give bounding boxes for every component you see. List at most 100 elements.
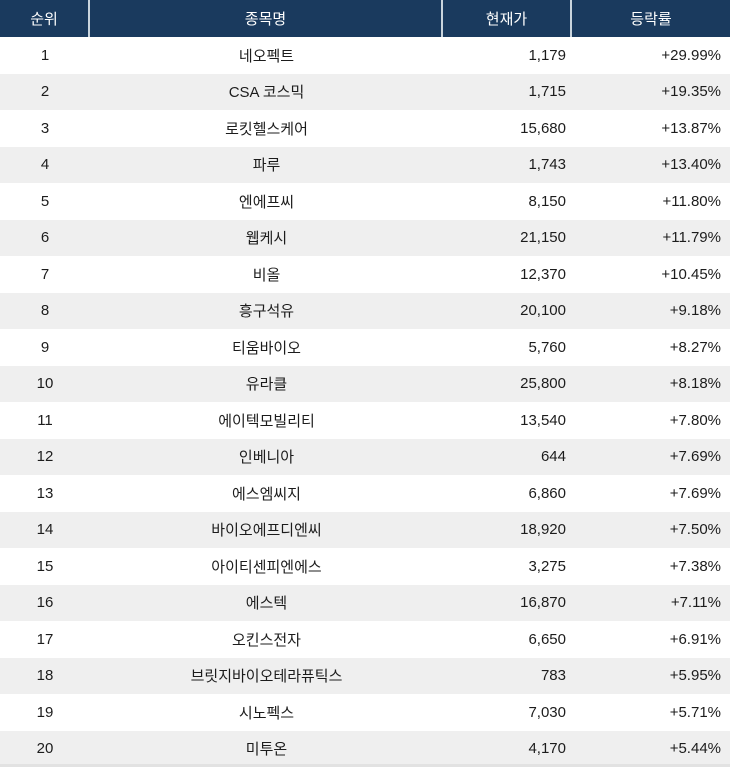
table-row: 17 오킨스전자 6,650 +6.91% bbox=[0, 621, 730, 658]
rank-cell: 1 bbox=[40, 46, 50, 64]
price-cell: 1,179 bbox=[528, 46, 566, 64]
table-row: 5 엔에프씨 8,150 +11.80% bbox=[0, 183, 730, 220]
rank-cell: 16 bbox=[36, 594, 54, 612]
change-cell: +13.40% bbox=[661, 156, 721, 174]
price-cell: 21,150 bbox=[520, 229, 566, 247]
name-cell: 흥구석유 bbox=[238, 303, 295, 321]
price-cell: 644 bbox=[540, 448, 566, 466]
table-row: 6 웹케시 21,150 +11.79% bbox=[0, 219, 730, 256]
table-row: 14 바이오에프디엔씨 18,920 +7.50% bbox=[0, 511, 730, 548]
name-cell: 오킨스전자 bbox=[231, 631, 301, 649]
table-row: 15 아이티센피엔에스 3,275 +7.38% bbox=[0, 548, 730, 585]
name-cell: 유라클 bbox=[245, 376, 288, 394]
change-cell: +7.69% bbox=[669, 448, 721, 466]
price-cell: 6,650 bbox=[528, 630, 566, 648]
price-cell: 7,030 bbox=[528, 703, 566, 721]
name-cell: 바이오에프디엔씨 bbox=[211, 522, 322, 540]
name-cell: 인베니아 bbox=[238, 449, 295, 467]
rank-cell: 10 bbox=[36, 375, 54, 393]
change-cell: +7.38% bbox=[669, 557, 721, 575]
change-cell: +8.27% bbox=[669, 338, 721, 356]
name-cell: 파루 bbox=[252, 157, 281, 175]
change-cell: +10.45% bbox=[661, 265, 721, 283]
table-row: 4 파루 1,743 +13.40% bbox=[0, 146, 730, 183]
table-row: 3 로킷헬스케어 15,680 +13.87% bbox=[0, 110, 730, 147]
name-cell: 브릿지바이오테라퓨틱스 bbox=[190, 668, 343, 686]
name-cell: 로킷헬스케어 bbox=[225, 120, 308, 138]
column-header-rank: 순위 bbox=[0, 0, 90, 37]
table-row: 12 인베니아 644 +7.69% bbox=[0, 438, 730, 475]
name-cell: 시노펙스 bbox=[238, 704, 295, 722]
name-cell: 비올 bbox=[252, 266, 281, 284]
rank-cell: 19 bbox=[36, 703, 54, 721]
name-cell: 에이텍모빌리티 bbox=[218, 412, 315, 430]
table-row: 16 에스텍 16,870 +7.11% bbox=[0, 584, 730, 621]
change-cell: +5.95% bbox=[669, 667, 721, 685]
rank-cell: 12 bbox=[36, 448, 54, 466]
rank-cell: 14 bbox=[36, 521, 54, 539]
change-cell: +11.80% bbox=[662, 192, 721, 210]
change-cell: +8.18% bbox=[669, 375, 721, 393]
change-cell: +6.91% bbox=[669, 630, 721, 648]
name-cell: 에스텍 bbox=[245, 595, 288, 613]
change-cell: +7.69% bbox=[669, 484, 721, 502]
table-row: 2 CSA 코스믹 1,715 +19.35% bbox=[0, 73, 730, 110]
table-row: 19 시노펙스 7,030 +5.71% bbox=[0, 694, 730, 731]
name-cell: 아이티센피엔에스 bbox=[211, 558, 322, 576]
name-cell: 네오펙트 bbox=[238, 47, 295, 65]
table-row: 13 에스엠씨지 6,860 +7.69% bbox=[0, 475, 730, 512]
table-row: 20 미투온 4,170 +5.44% bbox=[0, 730, 730, 767]
rank-cell: 9 bbox=[40, 338, 50, 356]
rank-cell: 15 bbox=[36, 557, 54, 575]
table-row: 7 비올 12,370 +10.45% bbox=[0, 256, 730, 293]
name-cell: 티움바이오 bbox=[231, 339, 301, 357]
price-cell: 18,920 bbox=[520, 521, 566, 539]
change-cell: +7.50% bbox=[669, 521, 721, 539]
change-cell: +11.79% bbox=[662, 229, 721, 247]
column-header-change: 등락률 bbox=[630, 11, 672, 28]
rank-cell: 20 bbox=[36, 740, 54, 758]
rank-cell: 6 bbox=[40, 229, 50, 247]
table-header: 순위 종목명 현재가 등락률 bbox=[0, 0, 730, 37]
price-cell: 16,870 bbox=[520, 594, 566, 612]
table-row: 8 흥구석유 20,100 +9.18% bbox=[0, 292, 730, 329]
rank-cell: 7 bbox=[40, 265, 50, 283]
change-cell: +29.99% bbox=[661, 46, 721, 64]
rank-cell: 17 bbox=[36, 630, 54, 648]
rank-cell: 18 bbox=[36, 667, 54, 685]
rank-cell: 13 bbox=[36, 484, 54, 502]
price-cell: 20,100 bbox=[520, 302, 566, 320]
change-cell: +13.87% bbox=[661, 119, 721, 137]
change-cell: +5.71% bbox=[669, 703, 721, 721]
price-cell: 1,715 bbox=[528, 83, 566, 101]
price-cell: 25,800 bbox=[520, 375, 566, 393]
name-cell: 미투온 bbox=[245, 741, 288, 759]
price-cell: 3,275 bbox=[528, 557, 566, 575]
price-cell: 783 bbox=[540, 667, 566, 685]
rank-cell: 8 bbox=[40, 302, 50, 320]
table-body: 1 네오펙트 1,179 +29.99% 2 CSA 코스믹 1,715 +19.35% 3 로킷… bbox=[0, 37, 730, 767]
price-cell: 6,860 bbox=[528, 484, 566, 502]
rank-cell: 4 bbox=[40, 156, 50, 174]
change-cell: +5.44% bbox=[669, 740, 721, 758]
table-row: 9 티움바이오 5,760 +8.27% bbox=[0, 329, 730, 366]
change-cell: +7.80% bbox=[669, 411, 721, 429]
column-header-name: 종목명 bbox=[90, 0, 443, 37]
name-cell: CSA 코스믹 bbox=[228, 84, 305, 102]
name-cell: 엔에프씨 bbox=[238, 193, 295, 211]
rank-cell: 11 bbox=[37, 411, 53, 429]
price-cell: 13,540 bbox=[520, 411, 566, 429]
price-cell: 1,743 bbox=[528, 156, 566, 174]
price-cell: 5,760 bbox=[528, 338, 566, 356]
change-cell: +9.18% bbox=[669, 302, 721, 320]
change-cell: +19.35% bbox=[661, 83, 721, 101]
table-row: 11 에이텍모빌리티 13,540 +7.80% bbox=[0, 402, 730, 439]
change-cell: +7.11% bbox=[670, 594, 721, 612]
column-header-price: 현재가 bbox=[443, 0, 572, 37]
rank-cell: 3 bbox=[40, 119, 50, 137]
price-cell: 8,150 bbox=[528, 192, 566, 210]
rank-cell: 2 bbox=[40, 83, 50, 101]
name-cell: 에스엠씨지 bbox=[231, 485, 301, 503]
name-cell: 웹케시 bbox=[245, 230, 288, 248]
